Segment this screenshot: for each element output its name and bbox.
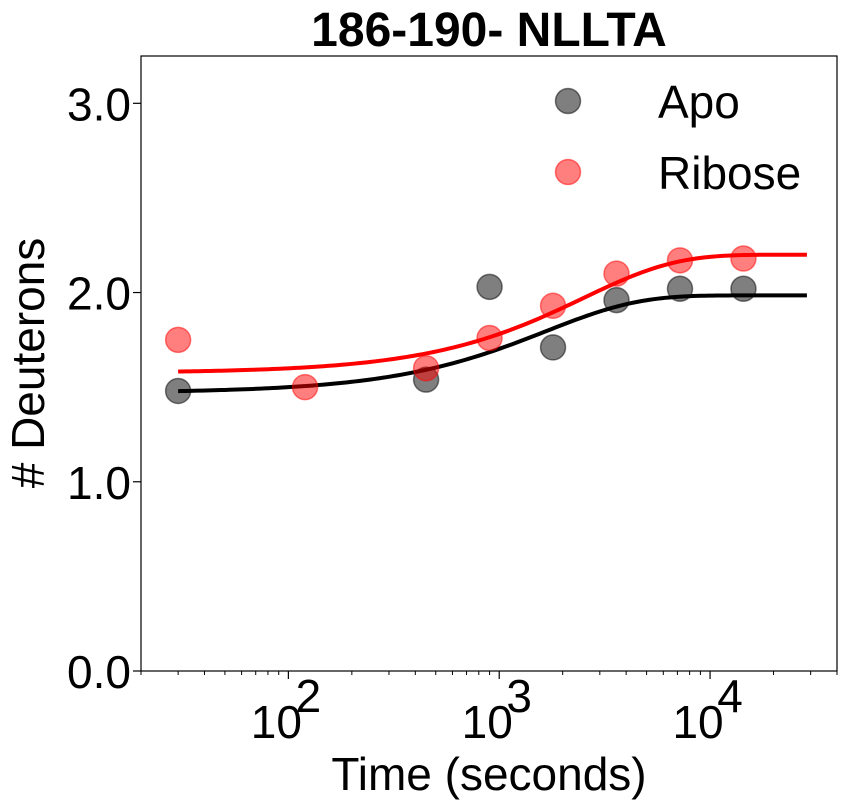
plot-frame — [140, 55, 838, 672]
data-point-apo — [666, 275, 694, 302]
legend-label-apo: Apo — [658, 76, 740, 128]
data-point-ribose — [291, 373, 319, 401]
data-point-apo — [730, 275, 757, 302]
x-tick-label: 10 — [251, 696, 302, 748]
data-point-apo — [603, 286, 630, 314]
data-point-apo — [164, 377, 192, 405]
data-point-ribose — [412, 354, 440, 382]
legend-marker-apo — [554, 87, 582, 115]
x-tick-label: 10 — [672, 696, 723, 748]
data-point-ribose — [603, 260, 630, 287]
legend-marker-ribose — [554, 158, 582, 186]
data-point-apo — [476, 273, 503, 301]
y-tick-label: 1.0 — [67, 457, 131, 509]
chart-title: 186-190- NLLTA — [311, 4, 667, 57]
x-axis: 102 103 104 — [140, 670, 838, 748]
data-point-ribose — [730, 245, 757, 272]
fit-curve-ribose — [178, 252, 807, 374]
data-point-ribose — [539, 292, 567, 320]
data-markers — [164, 245, 757, 405]
x-tick-exponent: 4 — [717, 670, 743, 722]
y-axis: 0.0 1.0 2.0 3.0 — [67, 78, 141, 698]
x-tick-exponent: 2 — [296, 670, 322, 722]
y-axis-label: # Deuterons — [2, 238, 54, 489]
x-tick-exponent: 3 — [506, 670, 532, 722]
data-point-ribose — [476, 324, 503, 352]
data-point-apo — [539, 334, 567, 361]
data-point-ribose — [666, 247, 694, 274]
y-tick-label: 3.0 — [67, 78, 131, 130]
x-axis-label: Time (seconds) — [331, 748, 646, 800]
legend: Apo Ribose — [554, 76, 801, 199]
y-tick-label: 0.0 — [67, 646, 131, 698]
x-tick-label: 10 — [462, 696, 513, 748]
plot-area — [140, 55, 838, 672]
data-point-ribose — [164, 326, 192, 354]
fit-curve-apo — [178, 293, 807, 394]
y-tick-label: 2.0 — [67, 268, 131, 320]
legend-label-ribose: Ribose — [658, 147, 801, 199]
